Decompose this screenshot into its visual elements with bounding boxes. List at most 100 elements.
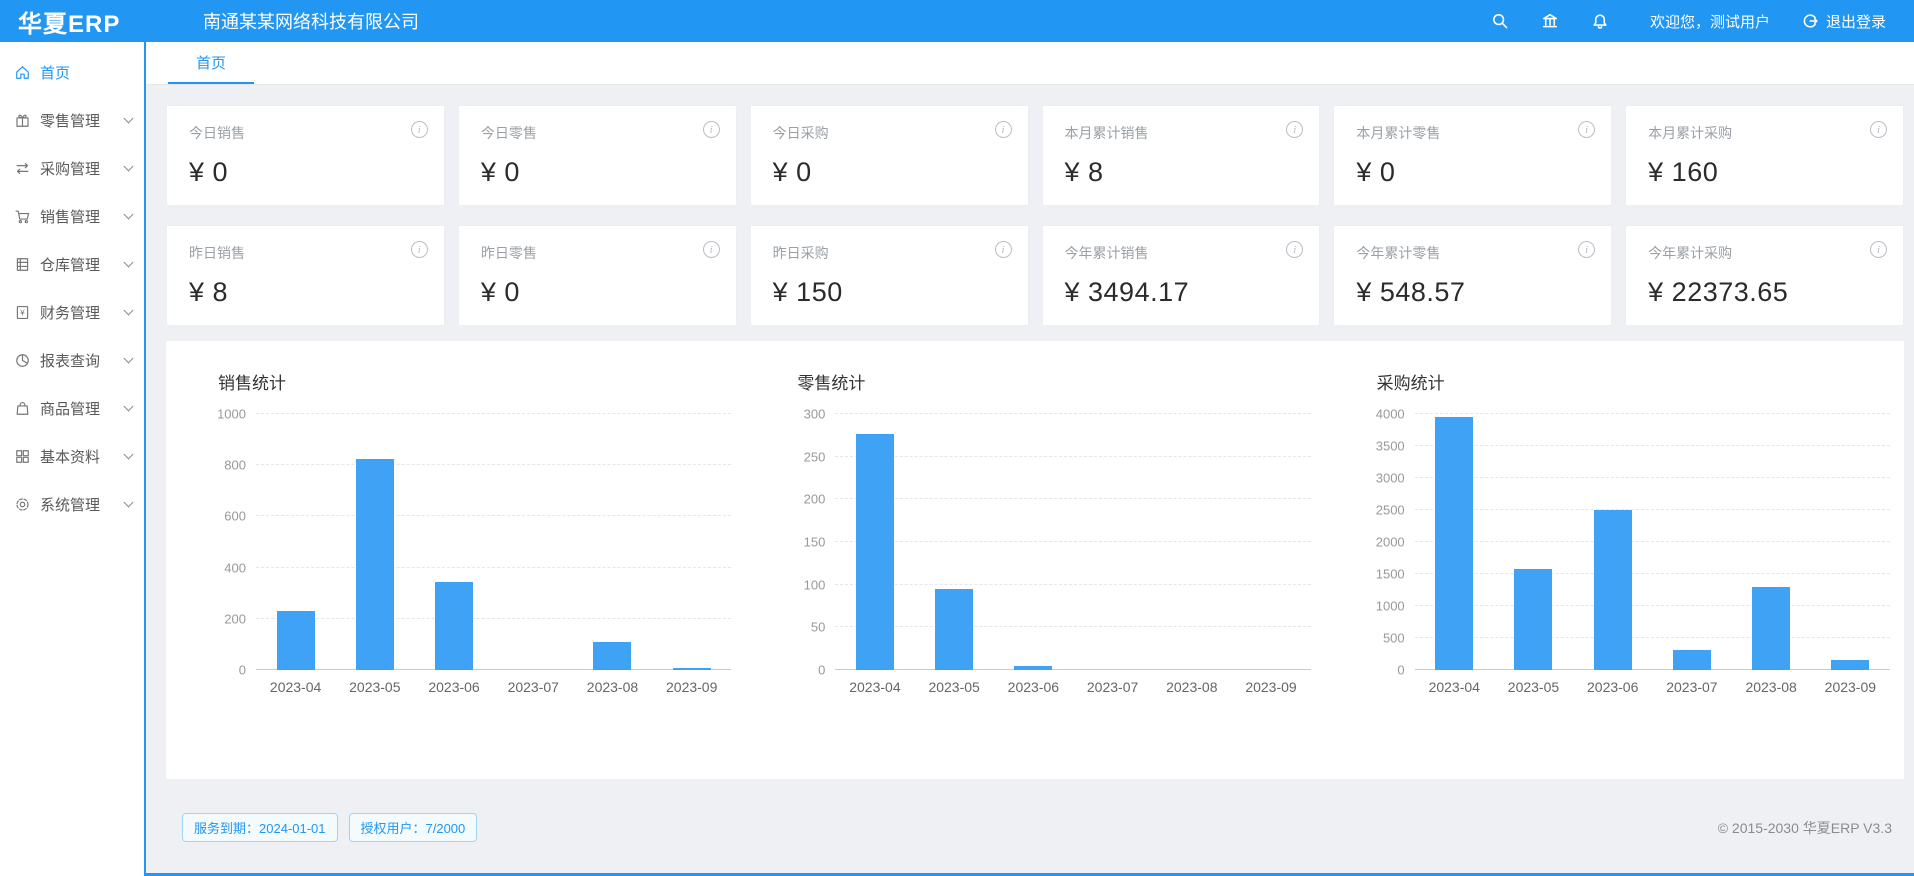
bell-icon[interactable] (1590, 11, 1610, 31)
sidebar-item-home[interactable]: 首页 (0, 48, 144, 96)
header-actions: 欢迎您，测试用户 退出登录 (1490, 11, 1914, 32)
x-axis-labels: 2023-04 2023-05 2023-06 2023-07 2023-08 2023-… (835, 679, 1310, 695)
footer-badges: 服务到期：2024-01-01 授权用户：7/2000 (166, 813, 478, 842)
sidebar-item-system[interactable]: 系统管理 (0, 480, 144, 528)
info-icon[interactable]: i (1578, 121, 1596, 138)
gridline (835, 413, 1311, 414)
sidebar-item-label: 销售管理 (40, 208, 101, 226)
stat-card-value: ¥ 8 (189, 277, 229, 307)
app-body: 首页 零售管理 采购管理 销售管理 仓库管理 ¥ 财务管理 报表查询 商品管理 基本资料 系统管理 … (0, 42, 1914, 876)
logout-button[interactable]: 退出登录 (1800, 11, 1886, 32)
info-icon[interactable]: i (994, 241, 1012, 258)
y-tick-label: 0 (1397, 662, 1405, 678)
bar-slot (1593, 414, 1632, 670)
bar[interactable] (1514, 568, 1553, 670)
info-icon[interactable]: i (1578, 241, 1596, 258)
plot-area (1414, 413, 1890, 670)
gridline (256, 515, 732, 517)
bar-slot (276, 414, 315, 670)
bar[interactable] (1435, 417, 1474, 670)
sidebar-item-warehouse[interactable]: 仓库管理 (0, 240, 144, 288)
stat-card-label: 本月累计销售 (1064, 125, 1149, 141)
sidebar-item-basic-data[interactable]: 基本资料 (0, 432, 144, 480)
x-tick-label: 2023-06 (428, 679, 480, 695)
bar[interactable] (1014, 665, 1053, 670)
gridline (1414, 637, 1890, 638)
stat-card-value: ¥ 22373.65 (1648, 277, 1789, 307)
x-tick-label: 2023-08 (1166, 679, 1218, 695)
bar[interactable] (855, 433, 894, 670)
bar-slot (1831, 414, 1870, 670)
bar[interactable] (355, 458, 394, 670)
tab-home[interactable]: 首页 (168, 42, 255, 84)
bars (256, 414, 731, 670)
sidebar-item-goods[interactable]: 商品管理 (0, 384, 144, 432)
stat-card-label: 本月累计零售 (1356, 125, 1441, 141)
chart-title: 采购统计 (1376, 374, 1445, 393)
bar[interactable] (593, 641, 632, 670)
sidebar-item-purchase[interactable]: 采购管理 (0, 144, 144, 192)
bar[interactable] (1831, 660, 1870, 670)
welcome-user-text: 欢迎您，测试用户 (1649, 13, 1770, 31)
stat-card-value: ¥ 548.57 (1356, 277, 1466, 307)
bar[interactable] (1593, 510, 1632, 670)
bar-slot (855, 414, 894, 670)
sidebar-item-reports[interactable]: 报表查询 (0, 336, 144, 384)
stat-card-label: 今日销售 (189, 125, 245, 141)
bars (835, 414, 1310, 670)
stat-card-value: ¥ 0 (189, 157, 229, 187)
sidebar-item-sales[interactable]: 销售管理 (0, 192, 144, 240)
gridline (835, 455, 1311, 457)
x-tick-label: 2023-09 (1824, 679, 1877, 695)
bar-slot (1514, 414, 1553, 670)
dashboard-content: 今日销售 i ¥ 0 今日零售 i ¥ 0 今日采购 i ¥ 0 本月累计销售 i ¥ 8 本月累计零售… (146, 85, 1914, 873)
bar-slot (593, 414, 632, 670)
bar[interactable] (1672, 649, 1711, 670)
bar-slot (935, 414, 974, 670)
app-logo: 华夏ERP (18, 10, 121, 38)
sidebar-item-label: 仓库管理 (40, 256, 101, 274)
stat-card-value: ¥ 0 (1356, 157, 1396, 187)
info-icon[interactable]: i (410, 121, 428, 138)
bar[interactable] (935, 588, 974, 670)
x-tick-label: 2023-07 (1666, 679, 1718, 695)
badge-licensed-users[interactable]: 授权用户：7/2000 (348, 813, 478, 842)
info-icon[interactable]: i (1286, 121, 1304, 138)
y-axis: 0 200 400 600 800 1000 (208, 407, 256, 678)
chevron-down-icon (123, 209, 134, 219)
warehouse-icon (14, 256, 31, 273)
sidebar-item-finance[interactable]: ¥ 财务管理 (0, 288, 144, 336)
info-icon[interactable]: i (1870, 241, 1887, 258)
y-tick-label: 250 (803, 449, 826, 465)
bar-slot (1014, 414, 1053, 670)
info-icon[interactable]: i (410, 241, 428, 258)
sidebar-item-retail[interactable]: 零售管理 (0, 96, 144, 144)
cart-icon (14, 208, 31, 225)
gridline (1414, 573, 1890, 574)
bar[interactable] (435, 581, 474, 670)
x-tick-label: 2023-05 (1507, 679, 1560, 695)
bar[interactable] (672, 667, 711, 670)
badge-service-expiry[interactable]: 服务到期：2024-01-01 (182, 813, 338, 842)
info-icon[interactable]: i (1286, 241, 1304, 258)
bar[interactable] (1752, 586, 1791, 670)
sidebar-item-label: 系统管理 (40, 496, 101, 514)
stat-card-value: ¥ 3494.17 (1064, 277, 1190, 307)
search-icon[interactable] (1490, 11, 1510, 31)
info-icon[interactable]: i (994, 121, 1012, 138)
x-tick-label: 2023-04 (849, 679, 901, 695)
bank-icon[interactable] (1540, 11, 1560, 31)
chart-retail: 零售统计 0 50 100 150 200 250 300 2023-04 2023-05 2023… (745, 341, 1324, 779)
y-tick-label: 800 (224, 457, 246, 473)
info-icon[interactable]: i (702, 121, 720, 138)
stat-card-value: ¥ 8 (1064, 157, 1104, 187)
info-icon[interactable]: i (702, 241, 720, 258)
bar[interactable] (276, 611, 315, 670)
bar-slot (672, 414, 711, 670)
info-icon[interactable]: i (1870, 121, 1887, 138)
y-tick-label: 2000 (1375, 534, 1405, 550)
gridline (1414, 445, 1890, 446)
stat-card: 昨日销售 i ¥ 8 (166, 225, 445, 326)
tab-bar: 首页 (146, 42, 1914, 85)
y-tick-label: 500 (1382, 630, 1405, 646)
